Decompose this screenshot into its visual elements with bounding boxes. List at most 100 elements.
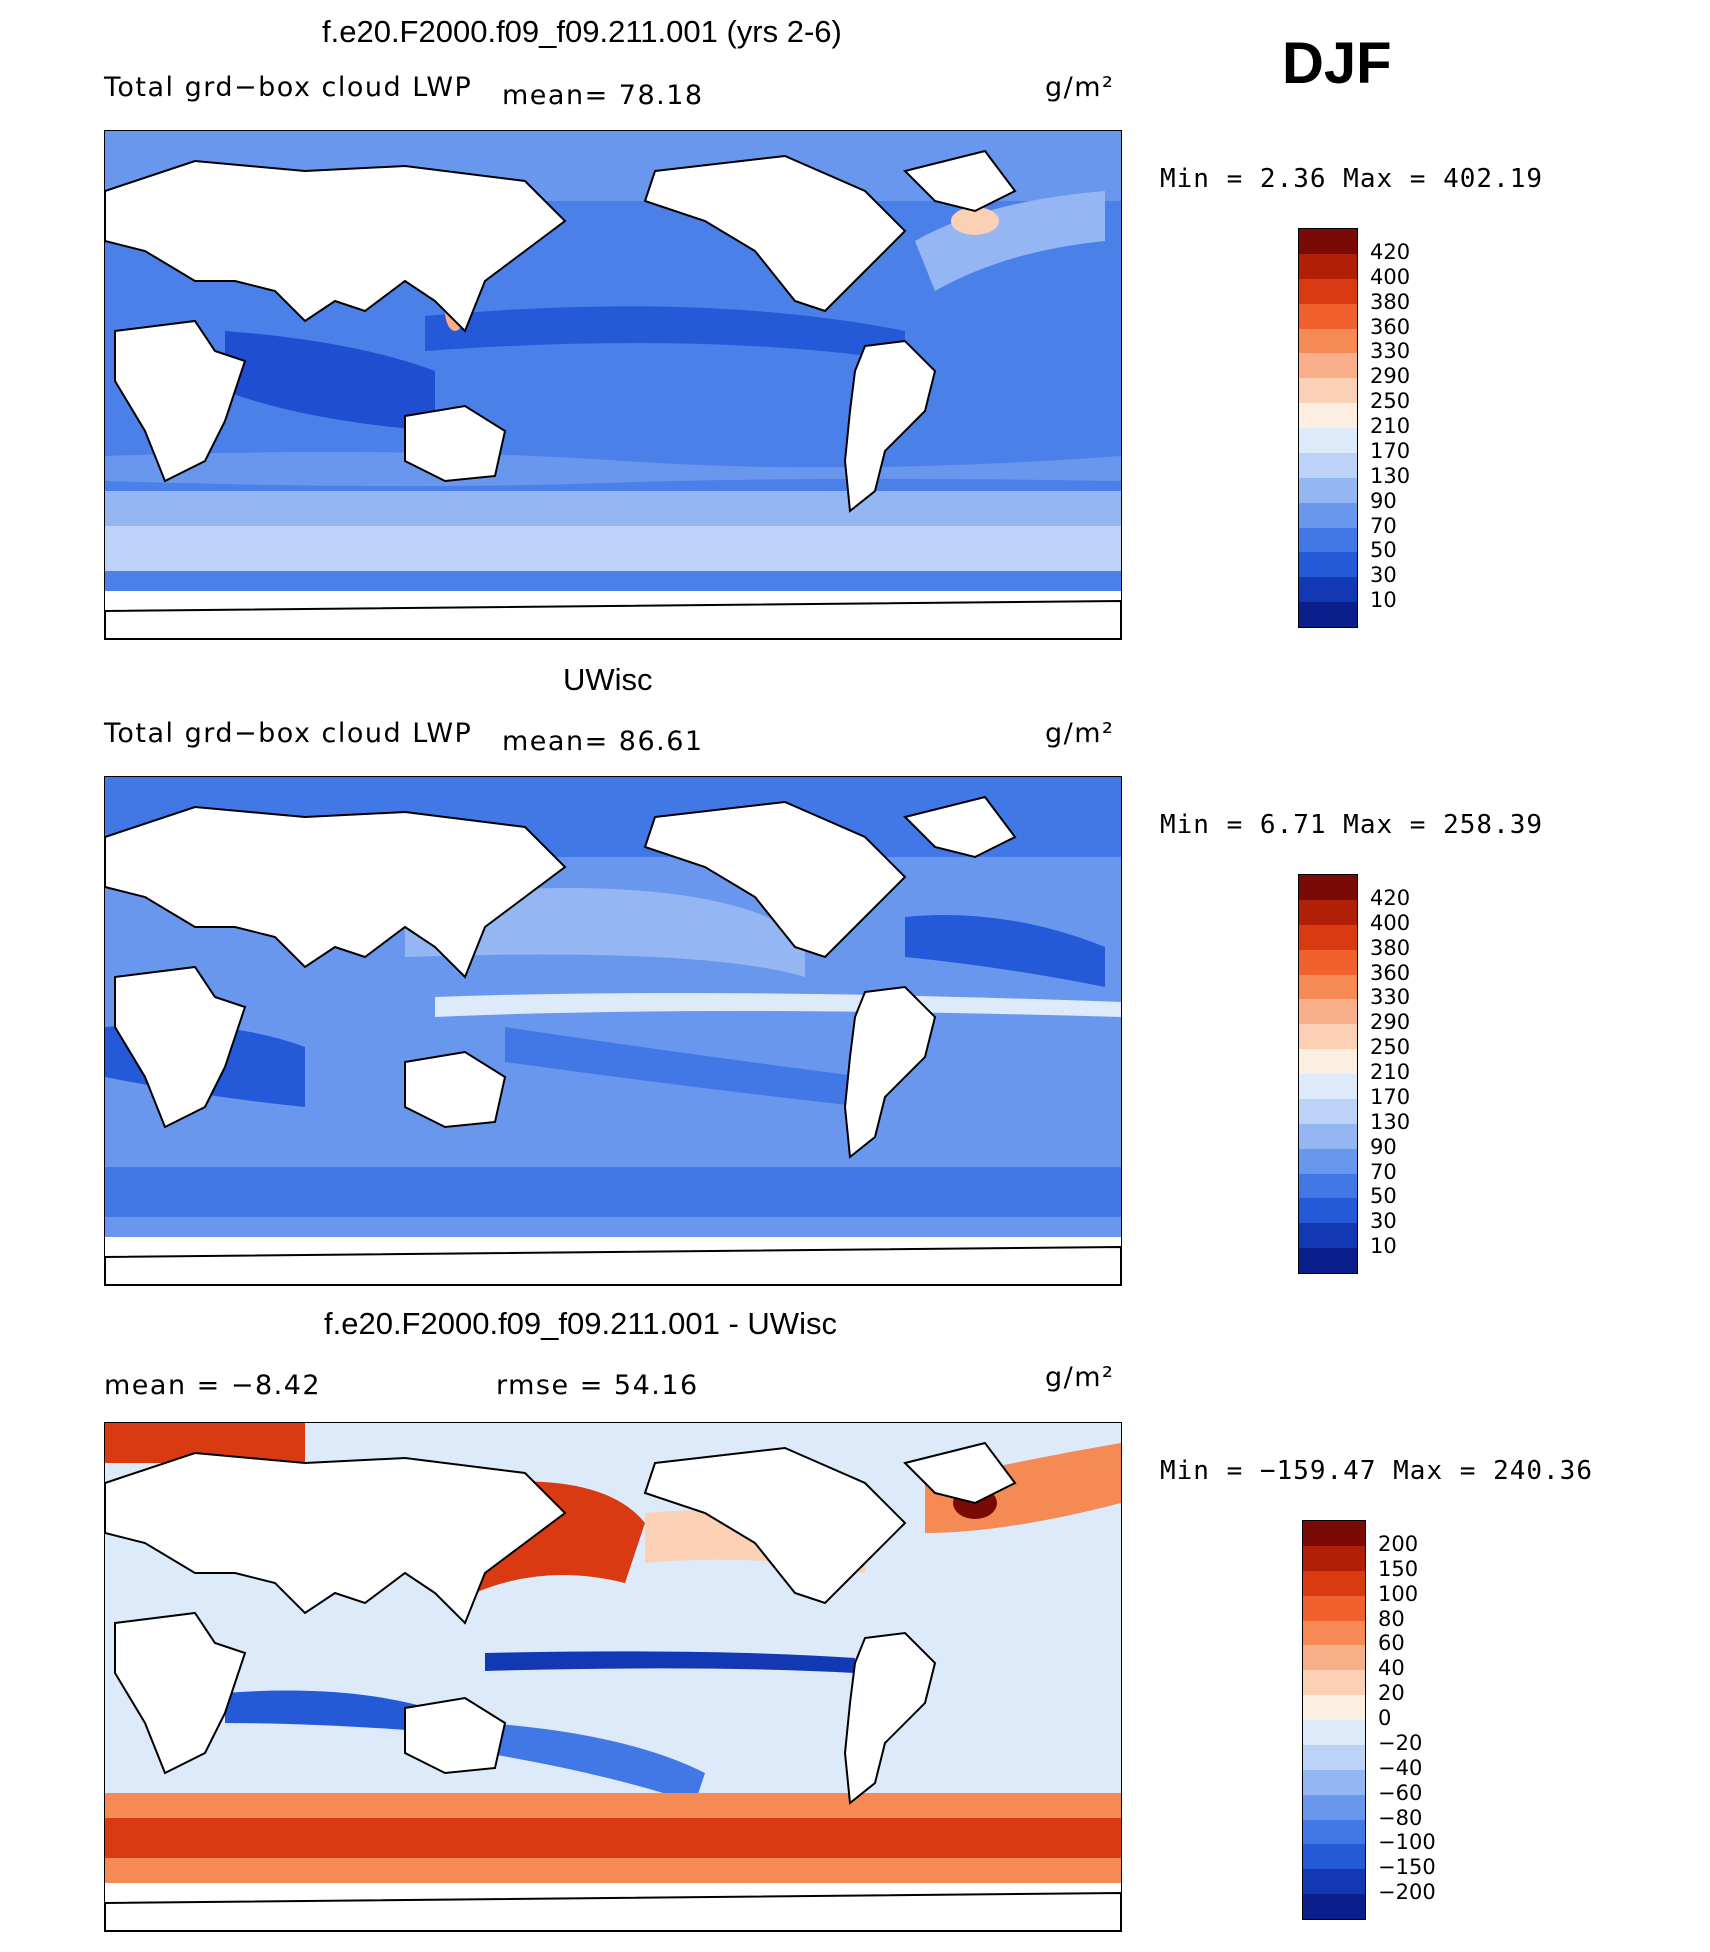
panel1-unit: g/m² [1045,72,1115,103]
colorbar-swatch [1303,1819,1365,1846]
colorbar-tick-label: 20 [1378,1681,1405,1706]
panel1-variable: Total grd−box cloud LWP [104,72,473,103]
colorbar-swatch [1303,1595,1365,1622]
colorbar-swatch [1303,1894,1365,1919]
colorbar-tick-label: 380 [1370,289,1411,314]
colorbar-tick-label: 200 [1378,1531,1419,1556]
colorbar-tick-label: 40 [1378,1656,1405,1681]
colorbar-swatch [1303,1645,1365,1672]
colorbar-swatch [1299,1074,1357,1100]
colorbar-swatch [1303,1670,1365,1697]
panel3-title: f.e20.F2000.f09_f09.211.001 - UWisc [324,1306,837,1341]
colorbar-swatch [1299,403,1357,429]
colorbar-swatch [1299,1148,1357,1175]
colorbar-tick-label: −100 [1378,1830,1436,1855]
panel1-title: f.e20.F2000.f09_f09.211.001 (yrs 2-6) [322,14,842,49]
colorbar-tick-label: 10 [1370,1234,1397,1259]
colorbar-tick-label: 290 [1370,1010,1411,1035]
colorbar-swatch [1299,428,1357,454]
colorbar-swatch [1299,1123,1357,1150]
colorbar-tick-label: 400 [1370,264,1411,289]
colorbar-tick-label: 10 [1370,588,1397,613]
colorbar-swatch [1303,1570,1365,1597]
colorbar-tick-label: 90 [1370,488,1397,513]
panel2-unit: g/m² [1045,718,1115,749]
colorbar-tick-label: 250 [1370,1035,1411,1060]
colorbar-swatch [1303,1769,1365,1796]
colorbar-tick-label: 420 [1370,239,1411,264]
panel2-map [104,776,1122,1286]
colorbar-swatch [1299,552,1357,579]
colorbar-tick-label: −80 [1378,1805,1423,1830]
colorbar-tick-label: 60 [1378,1631,1405,1656]
colorbar-tick-label: 420 [1370,885,1411,910]
panel1-map [104,130,1122,640]
panel3-map [104,1422,1122,1932]
colorbar-swatch [1303,1744,1365,1771]
panel2-variable: Total grd−box cloud LWP [104,718,473,749]
colorbar-tick-label: 150 [1378,1556,1419,1581]
panel3-unit: g/m² [1045,1362,1115,1393]
colorbar-tick-label: 360 [1370,960,1411,985]
colorbar-tick-label: 90 [1370,1134,1397,1159]
colorbar-swatch [1299,303,1357,330]
colorbar-swatch [1299,875,1357,901]
colorbar-swatch [1299,602,1357,627]
panel2-colorbar [1298,874,1358,1274]
colorbar-tick-label: 70 [1370,513,1397,538]
colorbar-tick-label: 70 [1370,1159,1397,1184]
season-label: DJF [1282,31,1392,96]
panel3-mean: mean = −8.42 [104,1370,322,1401]
colorbar-tick-label: −150 [1378,1855,1436,1880]
colorbar-swatch [1299,353,1357,380]
colorbar-swatch [1299,1198,1357,1225]
colorbar-swatch [1299,328,1357,355]
colorbar-tick-label: 100 [1378,1581,1419,1606]
colorbar-tick-label: −40 [1378,1755,1423,1780]
colorbar-swatch [1299,577,1357,604]
colorbar-swatch [1299,999,1357,1026]
colorbar-swatch [1299,477,1357,504]
panel1-colorbar [1298,228,1358,628]
panel2-mean: mean= 86.61 [502,726,704,757]
colorbar-tick-label: −20 [1378,1730,1423,1755]
colorbar-tick-label: 130 [1370,463,1411,488]
panel1-minmax: Min = 2.36 Max = 402.19 [1160,164,1544,194]
colorbar-tick-label: −200 [1378,1880,1436,1905]
colorbar-swatch [1303,1844,1365,1871]
panel1-mean: mean= 78.18 [502,80,704,111]
colorbar-swatch [1299,502,1357,529]
panel2-title: UWisc [563,662,653,697]
colorbar-swatch [1299,949,1357,976]
colorbar-swatch [1303,1695,1365,1721]
colorbar-tick-label: 50 [1370,1184,1397,1209]
colorbar-swatch [1303,1794,1365,1821]
colorbar-tick-label: 360 [1370,314,1411,339]
colorbar-swatch [1299,253,1357,280]
colorbar-tick-label: 170 [1370,1084,1411,1109]
colorbar-swatch [1299,1248,1357,1273]
colorbar-swatch [1299,1049,1357,1075]
colorbar-tick-label: 330 [1370,339,1411,364]
panel3-colorbar [1302,1520,1366,1920]
colorbar-tick-label: 330 [1370,985,1411,1010]
colorbar-swatch [1303,1720,1365,1746]
colorbar-swatch [1299,1098,1357,1125]
colorbar-tick-label: 400 [1370,910,1411,935]
colorbar-tick-label: 50 [1370,538,1397,563]
colorbar-swatch [1299,452,1357,479]
colorbar-tick-label: 170 [1370,438,1411,463]
colorbar-swatch [1299,1024,1357,1051]
colorbar-swatch [1299,974,1357,1001]
colorbar-tick-label: 130 [1370,1109,1411,1134]
colorbar-swatch [1299,527,1357,554]
panel2-minmax: Min = 6.71 Max = 258.39 [1160,810,1544,840]
colorbar-swatch [1299,1223,1357,1250]
colorbar-tick-label: 210 [1370,414,1411,438]
colorbar-tick-label: 30 [1370,1209,1397,1234]
colorbar-swatch [1299,1173,1357,1200]
colorbar-swatch [1299,229,1357,255]
colorbar-tick-label: 250 [1370,389,1411,414]
colorbar-tick-label: −60 [1378,1780,1423,1805]
colorbar-swatch [1303,1869,1365,1896]
